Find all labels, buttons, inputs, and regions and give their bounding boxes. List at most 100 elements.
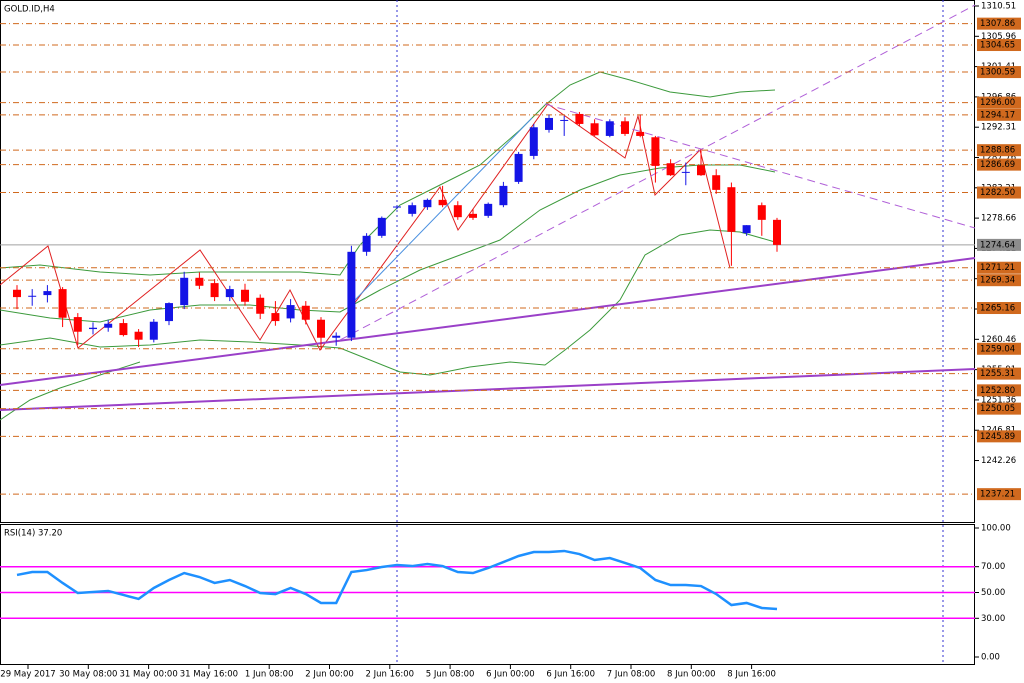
level-label-box [977, 39, 1021, 52]
x-tick-label: 2 Jun 00:00 [305, 670, 354, 680]
candle-body [301, 305, 310, 320]
level-label-box [977, 261, 1021, 274]
candle-body [317, 319, 325, 338]
level-label: 1300.59 [980, 68, 1015, 78]
candle-body [362, 235, 371, 252]
candle-body [636, 131, 645, 136]
x-tick-label: 1 Jun 08:00 [245, 670, 294, 680]
x-tick-label: 31 May 16:00 [180, 670, 238, 680]
level-label: 1269.34 [980, 276, 1015, 286]
candle-body [529, 127, 538, 156]
level-label-box [977, 96, 1021, 109]
y-tick-label: 1310.51 [981, 1, 1016, 11]
candle-body [666, 163, 675, 176]
level-label-box [977, 144, 1021, 157]
zigzag [0, 103, 731, 351]
candle-body [545, 117, 553, 130]
candle-body [119, 323, 128, 336]
candle-body [377, 217, 386, 236]
candle-body [681, 171, 690, 173]
candle-body [575, 113, 584, 124]
channel-line [339, 4, 976, 341]
candle-body [393, 206, 401, 208]
candle-body [438, 199, 447, 206]
x-tick-label: 5 Jun 08:00 [426, 670, 475, 680]
level-label: 1307.86 [980, 19, 1015, 29]
rsi-panel [0, 524, 975, 665]
channel-line [544, 103, 976, 229]
level-label: 1271.21 [980, 263, 1015, 273]
bollinger-upper [0, 71, 776, 276]
candle-body [453, 205, 462, 218]
level-label: 1250.05 [980, 404, 1015, 414]
candle-body [210, 283, 219, 298]
y-tick-label: 1287.76 [981, 153, 1016, 163]
trend-line [354, 117, 533, 301]
y-tick-label: 30.00 [981, 614, 1005, 624]
candle-body [727, 187, 736, 232]
candle-body [286, 305, 295, 319]
x-tick-label: 6 Jun 16:00 [546, 670, 595, 680]
candle-body [104, 323, 113, 328]
candle-body [484, 203, 493, 216]
candle-body [58, 289, 67, 318]
level-label-box [977, 402, 1021, 415]
level-label-box [977, 367, 1021, 380]
candle-body [332, 335, 341, 338]
current-price-box [977, 238, 1021, 251]
y-tick-label: 1251.36 [981, 395, 1016, 405]
y-tick-label: 1292.31 [981, 123, 1016, 133]
level-label: 1237.21 [980, 490, 1015, 500]
y-tick-label: 1242.26 [981, 456, 1016, 466]
trend-line [0, 368, 976, 411]
level-label: 1265.16 [980, 304, 1015, 314]
candle-body [347, 251, 356, 338]
x-tick-label: 8 Jun 00:00 [667, 670, 716, 680]
level-label: 1288.86 [980, 146, 1015, 156]
level-label: 1286.69 [980, 160, 1015, 170]
candle-body [180, 277, 189, 306]
candle-body [28, 295, 37, 297]
y-tick-label: 50.00 [981, 588, 1005, 598]
candle-body [134, 331, 143, 340]
candle-body [408, 205, 417, 214]
candle-body [256, 297, 265, 314]
candle-body [590, 123, 599, 136]
main-panel [0, 0, 975, 523]
level-label-box [977, 488, 1021, 501]
level-label: 1294.17 [980, 110, 1015, 120]
candle-body [165, 303, 173, 322]
level-label-box [977, 66, 1021, 79]
level-label: 1245.89 [980, 432, 1015, 442]
level-label: 1304.65 [980, 41, 1015, 51]
x-tick-label: 8 Jun 16:00 [727, 670, 776, 680]
candle-body [89, 327, 97, 330]
candle-body [499, 185, 508, 206]
candle-body [697, 165, 705, 176]
candle-body [469, 213, 477, 218]
bollinger-middle [0, 164, 776, 323]
rsi-line [16, 549, 778, 611]
level-label-box [977, 274, 1021, 287]
y-tick-label: 1260.46 [981, 335, 1016, 345]
x-tick-label: 31 May 00:00 [119, 670, 177, 680]
y-tick-label: 1278.66 [981, 214, 1016, 224]
x-tick-label: 7 Jun 08:00 [607, 670, 656, 680]
indicators [0, 4, 976, 421]
candle-body [73, 317, 82, 332]
y-tick-label: 70.00 [981, 562, 1005, 572]
level-label: 1259.04 [980, 344, 1015, 354]
level-label-box [977, 342, 1021, 355]
level-label-box [977, 384, 1021, 397]
candle-body [621, 121, 629, 134]
level-label-box [977, 158, 1021, 171]
level-label-box [977, 17, 1021, 30]
level-label-box [977, 186, 1021, 199]
candle-body [757, 205, 766, 220]
x-tick-label: 6 Jun 00:00 [486, 670, 535, 680]
x-tick-label: 30 May 08:00 [59, 670, 117, 680]
x-tick-label: 29 May 2017 [0, 670, 55, 680]
level-label-box [977, 430, 1021, 443]
candle-body [423, 199, 432, 208]
